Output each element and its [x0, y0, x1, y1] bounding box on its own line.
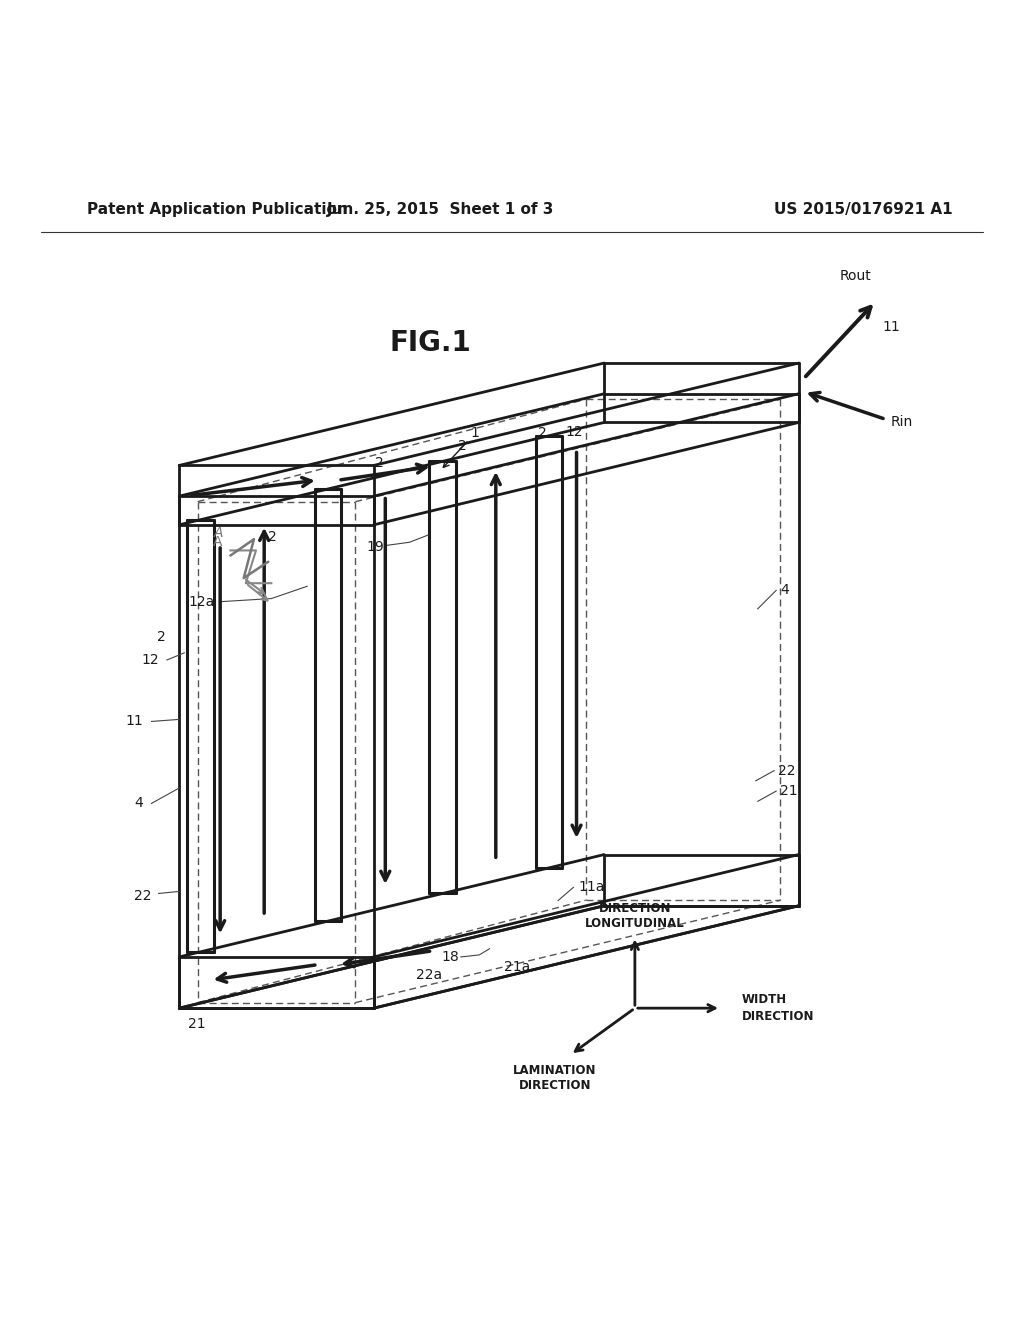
Text: US 2015/0176921 A1: US 2015/0176921 A1: [774, 202, 952, 216]
Text: 21: 21: [780, 784, 798, 799]
Text: FIG.1: FIG.1: [389, 329, 471, 356]
Text: 12: 12: [565, 425, 583, 438]
Text: LONGITUDINAL: LONGITUDINAL: [585, 916, 685, 929]
Text: 11: 11: [126, 714, 143, 729]
Text: 1: 1: [471, 425, 479, 440]
Text: DIRECTION: DIRECTION: [741, 1010, 814, 1023]
Text: Rout: Rout: [840, 269, 871, 282]
Text: 2: 2: [268, 531, 276, 544]
Text: 19: 19: [367, 540, 384, 554]
Text: 2: 2: [539, 425, 547, 440]
Text: DIRECTION: DIRECTION: [519, 1078, 591, 1092]
Text: LAMINATION: LAMINATION: [513, 1064, 597, 1077]
Text: A: A: [213, 535, 223, 549]
Text: 21a: 21a: [504, 960, 530, 974]
Text: 4: 4: [780, 583, 790, 598]
Text: Jun. 25, 2015  Sheet 1 of 3: Jun. 25, 2015 Sheet 1 of 3: [327, 202, 554, 216]
Text: 21: 21: [187, 1016, 206, 1031]
Text: 18: 18: [441, 950, 459, 964]
Text: A: A: [213, 527, 223, 540]
Text: 11: 11: [883, 321, 900, 334]
Text: 4: 4: [134, 796, 143, 810]
Text: DIRECTION: DIRECTION: [599, 903, 671, 915]
Text: 2: 2: [459, 440, 467, 453]
Text: 11a: 11a: [579, 880, 605, 895]
Text: Rin: Rin: [891, 416, 913, 429]
Text: 2: 2: [375, 457, 383, 470]
Text: WIDTH: WIDTH: [741, 994, 786, 1006]
Text: 2: 2: [157, 631, 166, 644]
Text: 22a: 22a: [416, 969, 442, 982]
Text: 12a: 12a: [188, 594, 215, 609]
Text: 22: 22: [134, 888, 152, 903]
Text: 12: 12: [141, 653, 159, 667]
Text: Patent Application Publication: Patent Application Publication: [87, 202, 348, 216]
Text: 22: 22: [778, 763, 796, 777]
